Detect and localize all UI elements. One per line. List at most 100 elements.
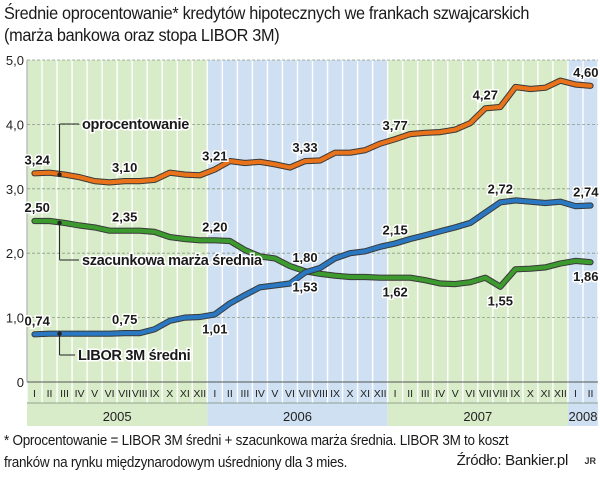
data-label: 1,01 — [202, 321, 227, 336]
data-point — [454, 226, 457, 229]
y-tick-label: 5,0 — [6, 53, 24, 68]
data-point — [349, 252, 351, 254]
x-tick-label: VI — [465, 388, 475, 400]
data-point — [274, 257, 276, 260]
data-label: 4,27 — [473, 87, 498, 102]
data-point — [289, 166, 291, 169]
x-tick-label: I — [213, 388, 216, 400]
x-tick-label: IV — [75, 388, 85, 400]
data-point — [289, 265, 291, 267]
data-point — [259, 286, 261, 289]
year-label: 2005 — [103, 409, 132, 424]
x-tick-label: II — [407, 388, 413, 400]
data-point — [379, 245, 381, 248]
data-point — [529, 88, 532, 90]
x-tick-label: XI — [180, 388, 190, 400]
data-point — [289, 282, 291, 285]
x-tick-label: VIII — [132, 388, 148, 400]
data-point — [138, 332, 141, 334]
data-point — [394, 276, 396, 279]
x-tick-label: V — [91, 388, 98, 400]
data-point — [514, 268, 517, 271]
data-point — [574, 260, 577, 262]
data-point — [514, 199, 517, 202]
data-label: 1,86 — [573, 269, 598, 284]
x-tick-label: IX — [510, 388, 520, 400]
data-point — [499, 285, 502, 288]
data-point — [559, 200, 562, 203]
chart-title-line-1: Średnie oprocentowanie* kredytów hipotec… — [4, 3, 530, 23]
x-tick-label: III — [240, 388, 249, 400]
x-tick-label: IV — [435, 388, 445, 400]
data-point — [138, 180, 141, 182]
data-label: 3,21 — [202, 148, 227, 163]
data-point — [394, 242, 396, 245]
footnote-line-1: * Oprocentowanie = LIBOR 3M średni + sza… — [4, 432, 509, 449]
data-point — [364, 250, 366, 253]
data-point — [559, 262, 562, 265]
legend-label: szacunkowa marża średnia — [82, 253, 263, 269]
source-label: Źródło: Bankier.pl — [456, 452, 569, 469]
data-label: 0,74 — [25, 313, 51, 328]
legend-label: LIBOR 3M średni — [78, 348, 190, 364]
data-point — [33, 333, 36, 336]
data-point — [349, 151, 351, 154]
data-point — [349, 276, 351, 278]
data-label: 1,55 — [488, 294, 513, 309]
x-tick-label: VI — [285, 388, 295, 400]
x-tick-label: II — [47, 388, 53, 400]
data-point — [499, 201, 502, 204]
data-point — [364, 276, 366, 278]
x-tick-label: VII — [299, 388, 312, 400]
data-point — [274, 284, 276, 287]
data-point — [469, 122, 472, 124]
data-point — [78, 332, 81, 335]
year-label: 2008 — [569, 409, 598, 424]
data-point — [304, 271, 306, 274]
legend-anchor-dot — [57, 220, 62, 226]
data-point — [199, 174, 201, 177]
x-tick-label: VIII — [492, 388, 508, 400]
data-point — [214, 239, 216, 242]
footnote-line-2: franków na rynku międzynarodowym uśredni… — [4, 454, 348, 471]
data-point — [78, 224, 81, 227]
data-point — [304, 160, 306, 162]
data-point — [199, 316, 201, 318]
data-point — [214, 168, 216, 171]
data-point — [229, 240, 231, 242]
x-tick-label: IX — [330, 388, 340, 400]
year-label: 2007 — [463, 409, 492, 424]
x-tick-label: VII — [479, 388, 492, 400]
data-point — [108, 332, 111, 335]
data-point — [439, 131, 442, 133]
data-point — [454, 128, 457, 131]
data-point — [183, 316, 186, 319]
data-point — [334, 274, 336, 277]
data-label: 1,62 — [382, 285, 407, 300]
x-tick-label: IV — [255, 388, 265, 400]
y-tick-label: 4,0 — [6, 117, 24, 132]
data-point — [439, 230, 442, 233]
legend-anchor-dot — [57, 331, 62, 336]
data-point — [379, 276, 381, 279]
data-point — [138, 229, 141, 232]
x-tick-label: V — [271, 388, 278, 400]
data-point — [559, 79, 562, 82]
data-point — [244, 249, 246, 251]
data-label: 4,60 — [573, 65, 598, 80]
data-point — [319, 273, 321, 275]
data-point — [123, 229, 126, 232]
x-tick-label: XII — [554, 388, 567, 400]
data-label: 1,80 — [292, 250, 317, 265]
y-tick-label: 3,0 — [6, 182, 24, 197]
author-initials: JR — [584, 456, 596, 466]
data-point — [153, 328, 156, 330]
data-label: 3,24 — [25, 152, 51, 167]
data-point — [484, 211, 487, 214]
data-point — [394, 138, 396, 141]
data-label: 2,74 — [573, 185, 599, 200]
y-tick-label: 1,0 — [6, 311, 24, 326]
data-point — [168, 320, 171, 322]
data-point — [589, 84, 592, 87]
x-tick-label: X — [347, 388, 354, 400]
